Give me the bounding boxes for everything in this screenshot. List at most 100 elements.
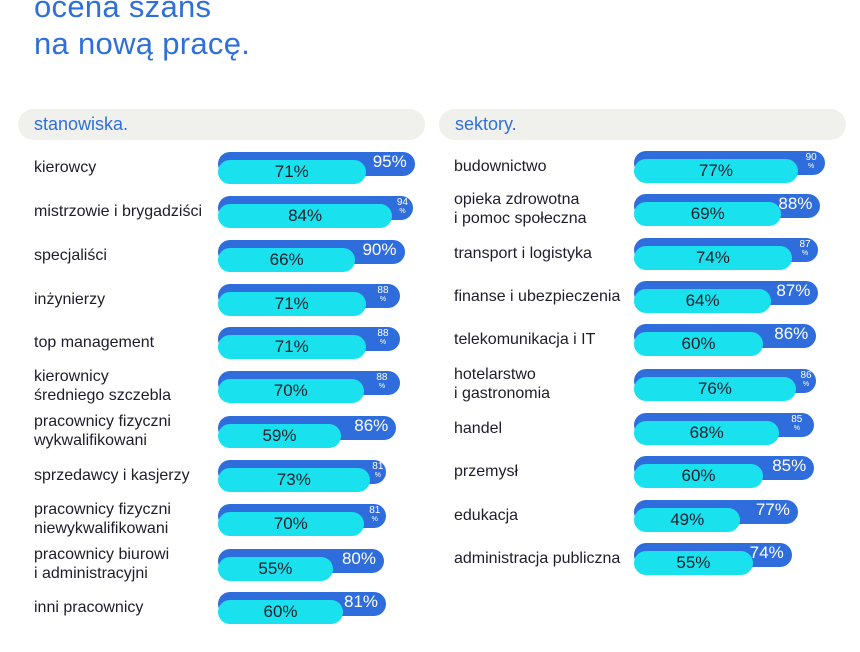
row-label-line: administracja publiczna [454, 549, 621, 567]
inner-value-label: 71% [274, 337, 309, 356]
inner-bar [634, 421, 780, 445]
row-label-line: opieka zdrowotna [454, 191, 580, 208]
inner-value-label: 77% [698, 161, 733, 180]
inner-value-label: 49% [670, 510, 705, 529]
outer-value-number: 85 [791, 414, 803, 425]
row-label: top management [34, 333, 154, 352]
row-label: pracownicy fizyczni niewykwalifikowani [34, 500, 171, 538]
inner-bar [634, 202, 782, 226]
row-label-line: przemysł [454, 462, 519, 480]
inner-bar [218, 335, 366, 359]
row-label: pracownicy fizyczni wykwalifikowani [34, 412, 171, 450]
row-label: pracownicy biurowi i administracyjni [34, 545, 169, 583]
row-label-line: inni pracownicy [34, 598, 144, 616]
inner-bar [218, 468, 370, 492]
outer-value-label: 87% [794, 239, 817, 258]
row-label: telekomunikacja i IT [454, 330, 595, 349]
row-label: administracja publiczna [454, 549, 620, 568]
inner-value-label: 55% [258, 559, 293, 578]
outer-value-number: 88 [377, 285, 389, 296]
row-label-line: handel [454, 419, 503, 437]
row-label-line: pracownicy fizyczni [34, 501, 171, 518]
inner-bar [634, 289, 772, 313]
outer-value-label: 81% [366, 505, 385, 524]
row-label: mistrzowie i brygadziści [34, 202, 202, 221]
inner-bar [218, 557, 333, 581]
page-title: ocena szans na nową pracę. [34, 0, 250, 62]
row-label: kierownicy średniego szczebla [34, 367, 171, 405]
inner-bar [634, 332, 763, 356]
row-label-line: specjaliści [34, 246, 107, 264]
outer-value-label: 87% [776, 281, 811, 300]
outer-value-label: 85% [772, 456, 807, 475]
inner-bar [218, 600, 343, 624]
outer-value-percent: % [378, 383, 386, 390]
outer-value-percent: % [379, 296, 387, 303]
inner-value-label: 60% [681, 334, 716, 353]
outer-value-label: 90% [800, 152, 823, 171]
inner-bar [218, 248, 356, 272]
row-label: finanse i ubezpieczenia [454, 287, 620, 306]
row-label: handel [454, 419, 502, 438]
outer-value-number: 86 [800, 370, 812, 381]
inner-value-label: 76% [697, 379, 732, 398]
outer-value-label: 81% [372, 461, 384, 480]
row-label: przemysł [454, 462, 518, 481]
outer-value-number: 94 [396, 197, 408, 208]
inner-bar [218, 292, 366, 316]
row-label: transport i logistyka [454, 244, 592, 263]
outer-value-label: 74% [749, 543, 784, 562]
row-label-line: sprzedawcy i kasjerzy [34, 466, 190, 484]
row-label-line: i pomoc społeczna [454, 210, 587, 227]
row-label-line: finanse i ubezpieczenia [454, 287, 621, 305]
outer-value-label: 85% [781, 414, 812, 433]
inner-bar [218, 512, 364, 536]
outer-value-label: 88% [368, 285, 399, 304]
outer-value-percent: % [801, 250, 809, 257]
inner-bar [634, 551, 753, 575]
row-label-line: kierownicy [34, 368, 109, 385]
inner-value-label: 70% [273, 381, 308, 400]
row-label-line: średniego szczebla [34, 387, 171, 404]
outer-value-percent: % [808, 163, 815, 170]
outer-value-number: 90 [805, 152, 817, 163]
row-label-line: mistrzowie i brygadziści [34, 202, 203, 220]
inner-value-label: 60% [681, 466, 716, 485]
row-label: hotelarstwo i gastronomia [454, 365, 550, 403]
row-label: budownictwo [454, 157, 547, 176]
inner-bar [218, 160, 366, 184]
outer-value-number: 81 [372, 461, 384, 472]
outer-value-percent: % [399, 208, 406, 215]
outer-value-number: 81 [369, 505, 381, 516]
title-line-1: ocena szans [34, 0, 212, 24]
row-label-line: budownictwo [454, 157, 547, 175]
row-label-line: telekomunikacja i IT [454, 330, 596, 348]
inner-value-label: 71% [274, 294, 309, 313]
row-label-line: edukacja [454, 506, 519, 524]
outer-value-percent: % [371, 516, 378, 523]
outer-value-label: 88% [368, 328, 399, 347]
inner-bar [634, 377, 796, 401]
row-label-line: kierowcy [34, 158, 97, 176]
inner-value-label: 60% [263, 602, 298, 621]
outer-value-label: 81% [344, 592, 379, 611]
inner-bar [634, 464, 763, 488]
row-label: inni pracownicy [34, 598, 143, 617]
inner-value-label: 55% [676, 553, 711, 572]
outer-value-percent: % [802, 381, 810, 388]
right-section-header: sektory. [439, 109, 846, 140]
row-label: edukacja [454, 506, 518, 525]
inner-bar [634, 246, 792, 270]
row-label-line: inżynierzy [34, 290, 106, 308]
row-label: kierowcy [34, 158, 96, 177]
row-label-line: hotelarstwo [454, 366, 536, 383]
inner-bar [634, 159, 798, 183]
outer-value-number: 87 [799, 239, 811, 250]
outer-value-percent: % [793, 425, 800, 432]
outer-value-label: 86% [798, 370, 815, 389]
inner-value-label: 59% [262, 426, 297, 445]
inner-bar [634, 508, 741, 532]
row-label: specjaliści [34, 246, 107, 265]
inner-value-label: 73% [276, 470, 311, 489]
row-label-line: transport i logistyka [454, 244, 592, 262]
